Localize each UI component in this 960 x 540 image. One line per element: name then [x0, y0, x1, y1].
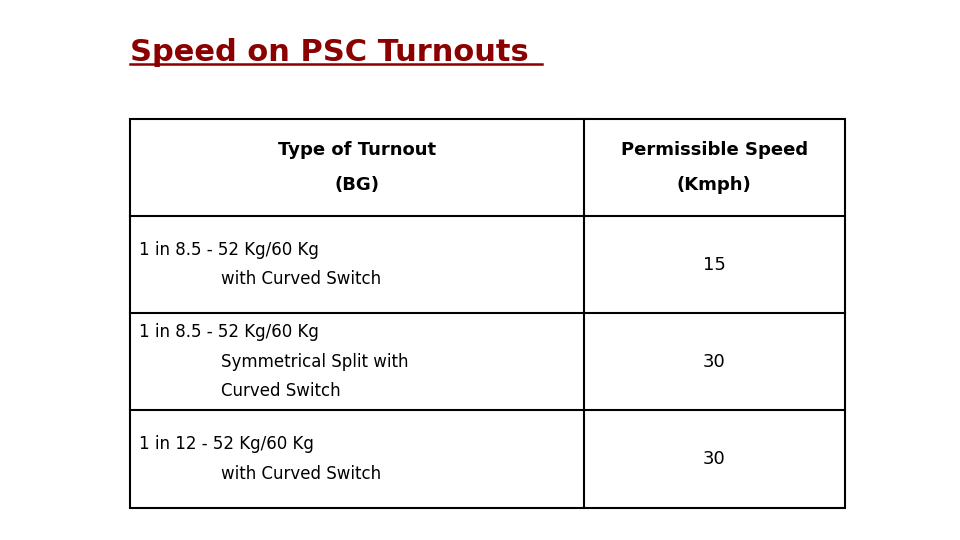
Text: Speed on PSC Turnouts: Speed on PSC Turnouts	[130, 38, 528, 67]
Text: 30: 30	[703, 353, 726, 371]
Text: (Kmph): (Kmph)	[677, 176, 752, 194]
Text: with Curved Switch: with Curved Switch	[221, 271, 381, 288]
Text: 15: 15	[703, 255, 726, 274]
Text: 1 in 12 - 52 Kg/60 Kg: 1 in 12 - 52 Kg/60 Kg	[139, 435, 314, 453]
Text: Symmetrical Split with: Symmetrical Split with	[221, 353, 408, 371]
Text: 1 in 8.5 - 52 Kg/60 Kg: 1 in 8.5 - 52 Kg/60 Kg	[139, 323, 319, 341]
Text: 1 in 8.5 - 52 Kg/60 Kg: 1 in 8.5 - 52 Kg/60 Kg	[139, 241, 319, 259]
Text: 30: 30	[703, 450, 726, 468]
Text: Type of Turnout: Type of Turnout	[277, 141, 436, 159]
Text: with Curved Switch: with Curved Switch	[221, 465, 381, 483]
Text: Permissible Speed: Permissible Speed	[621, 141, 807, 159]
Text: (BG): (BG)	[334, 176, 379, 194]
Text: Curved Switch: Curved Switch	[221, 382, 341, 401]
